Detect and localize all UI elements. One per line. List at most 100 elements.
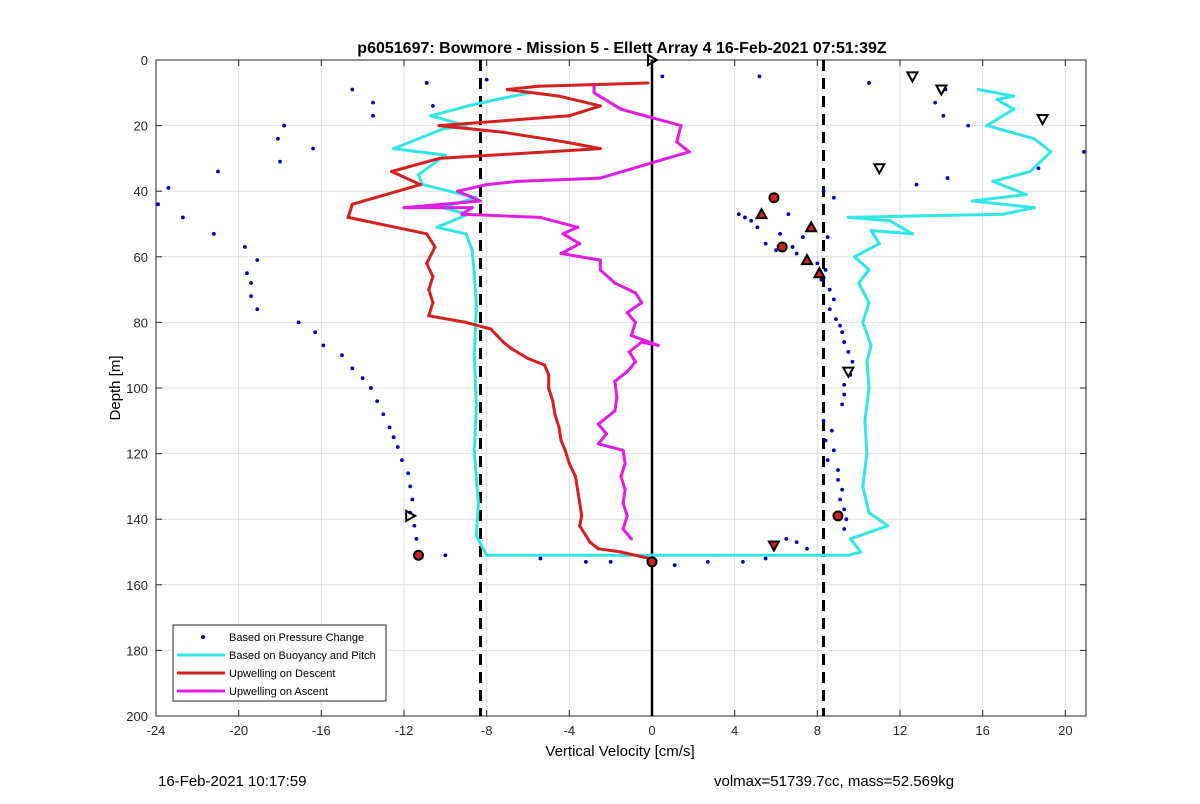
series-point	[350, 202, 354, 206]
series-point	[910, 232, 915, 236]
pressure-change-point	[249, 281, 253, 285]
series-point	[615, 396, 619, 400]
pressure-change-point	[821, 418, 826, 423]
series-point	[402, 206, 406, 210]
series-point	[576, 225, 580, 229]
pressure-change-point	[831, 448, 836, 453]
pressure-change-point	[825, 458, 830, 463]
pressure-change-point	[763, 556, 768, 561]
series-point	[604, 432, 609, 436]
series-point	[485, 183, 489, 187]
circle-marker	[832, 510, 844, 522]
legend-box	[172, 624, 387, 702]
pressure-change-point	[216, 169, 220, 174]
series-point	[633, 320, 638, 324]
pressure-change-point	[608, 559, 613, 564]
series-point	[476, 501, 480, 505]
triangle-down-marker	[1035, 114, 1050, 127]
series-point	[437, 124, 441, 128]
series-point	[1032, 206, 1036, 210]
series-point	[472, 353, 476, 357]
series-point	[1012, 94, 1016, 98]
pressure-change-point	[840, 487, 845, 492]
series-point	[516, 179, 520, 183]
series-point	[567, 461, 571, 466]
series-point	[431, 274, 435, 279]
series-point	[865, 452, 869, 456]
pressure-change-point	[836, 477, 840, 482]
y-tick-label: 80	[134, 315, 148, 330]
series-point	[489, 327, 493, 331]
series-point	[588, 553, 592, 557]
series-point	[625, 310, 629, 315]
series-point	[621, 501, 625, 505]
series-point	[869, 228, 873, 233]
pressure-change-point	[846, 350, 851, 354]
series-point	[867, 301, 871, 305]
pressure-change-point	[790, 245, 795, 249]
pressure-change-point	[794, 251, 799, 256]
series-line	[846, 88, 1053, 557]
series-point	[623, 461, 627, 466]
pressure-change-point	[350, 87, 355, 92]
series-line	[402, 86, 691, 540]
pressure-change-point	[672, 563, 677, 568]
pressure-change-point	[255, 258, 260, 262]
y-tick-label: 120	[126, 447, 148, 462]
series-line	[392, 91, 849, 557]
pressure-change-point	[410, 497, 415, 502]
series-point	[580, 514, 584, 518]
pressure-change-point	[431, 104, 435, 108]
x-tick-label: 8	[814, 723, 821, 738]
triangle-up-marker	[754, 207, 769, 220]
pressure-change-point	[211, 231, 216, 236]
pressure-change-point	[180, 215, 185, 220]
pressure-change-point	[842, 507, 847, 512]
series-point	[598, 268, 602, 272]
series-point	[578, 242, 582, 246]
pressure-change-point	[800, 235, 805, 240]
pressure-change-point	[819, 277, 824, 282]
x-tick-label: -16	[312, 723, 331, 738]
pressure-change-point	[245, 271, 249, 276]
series-point	[431, 301, 435, 305]
pressure-change-point	[375, 399, 380, 404]
pressure-change-point	[340, 353, 344, 358]
triangle-down-marker	[841, 366, 856, 379]
series-point	[1001, 212, 1005, 216]
series-point	[613, 379, 617, 384]
legend-entry: Based on Buoyancy and Pitch	[229, 650, 376, 662]
series-point	[538, 215, 543, 220]
pressure-change-point	[941, 113, 946, 118]
y-tick-label: 60	[134, 250, 148, 265]
series-point	[679, 124, 683, 128]
pressure-change-point	[778, 231, 783, 236]
pressure-change-point	[867, 81, 871, 85]
pressure-change-point	[705, 559, 710, 564]
x-tick-label: -4	[564, 723, 576, 738]
y-tick-label: 100	[126, 381, 148, 396]
series-point	[613, 409, 617, 413]
pressure-change-point	[311, 146, 315, 151]
series-point	[576, 488, 580, 492]
pressure-change-point	[749, 218, 754, 223]
pressure-change-point	[387, 425, 392, 430]
series-point	[976, 87, 981, 92]
triangle-right-marker	[647, 53, 660, 67]
pressure-change-point	[741, 559, 745, 564]
triangle-up-marker	[804, 220, 818, 233]
triangle-right-marker	[405, 509, 418, 523]
pressure-change-point	[443, 553, 448, 558]
pressure-change-point	[660, 74, 665, 79]
series-point	[392, 146, 396, 151]
series-point	[559, 251, 563, 256]
series-point	[1024, 192, 1028, 197]
pressure-change-point	[414, 536, 419, 541]
series-point	[712, 553, 716, 557]
pressure-change-point	[805, 546, 809, 551]
series-point	[495, 97, 499, 101]
pressure-change-point	[371, 113, 375, 118]
series-point	[886, 524, 890, 528]
series-point	[536, 84, 540, 88]
series-point	[472, 271, 476, 275]
